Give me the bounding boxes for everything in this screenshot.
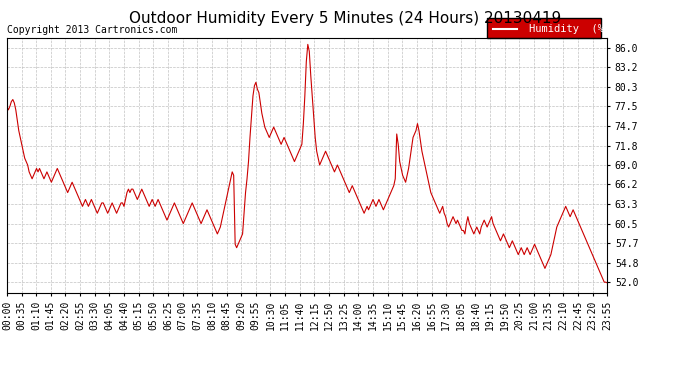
Text: Copyright 2013 Cartronics.com: Copyright 2013 Cartronics.com (7, 25, 177, 35)
FancyBboxPatch shape (487, 18, 601, 38)
Text: Humidity  (%): Humidity (%) (529, 24, 611, 34)
Text: Outdoor Humidity Every 5 Minutes (24 Hours) 20130419: Outdoor Humidity Every 5 Minutes (24 Hou… (129, 11, 561, 26)
